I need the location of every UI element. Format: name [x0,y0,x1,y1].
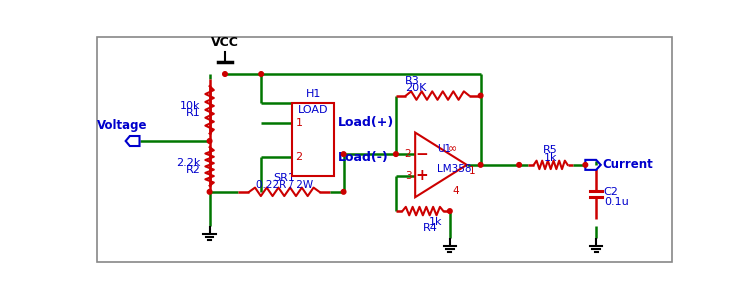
Circle shape [207,139,212,143]
Text: 1: 1 [296,118,302,128]
Circle shape [517,163,521,167]
Circle shape [394,152,398,156]
Text: R3: R3 [405,75,420,86]
Text: 2: 2 [296,152,302,162]
Circle shape [341,152,346,156]
Text: 1k: 1k [544,152,557,163]
Text: VCC: VCC [211,36,239,49]
Text: Load(+): Load(+) [338,116,394,129]
Text: R2: R2 [185,165,200,175]
Text: C2: C2 [604,187,619,197]
Bar [292,102,334,176]
Text: U1: U1 [436,144,451,155]
Circle shape [207,189,212,194]
Text: SR1: SR1 [273,173,296,183]
Circle shape [223,72,227,76]
Text: 3: 3 [405,171,411,181]
Text: R1: R1 [185,108,200,118]
Circle shape [478,163,483,167]
Text: 0.22R / 2W: 0.22R / 2W [256,180,313,190]
Text: +: + [416,168,428,183]
Text: 2.2k: 2.2k [176,157,200,168]
Text: 1: 1 [469,166,476,176]
Text: LM358: LM358 [436,164,471,174]
Circle shape [478,93,483,98]
Text: 0.1u: 0.1u [604,197,628,207]
Circle shape [341,189,346,194]
Text: Current: Current [602,157,653,170]
Text: 4: 4 [452,186,459,196]
Circle shape [583,163,588,167]
Text: LOAD: LOAD [298,105,328,115]
Text: 1k: 1k [429,217,442,227]
Text: 2: 2 [405,149,411,159]
Text: R5: R5 [543,145,558,155]
Text: ∞: ∞ [448,144,457,155]
Text: 10k: 10k [180,101,200,111]
Polygon shape [416,133,466,197]
Text: R4: R4 [423,223,438,233]
Text: Voltage: Voltage [98,119,148,132]
Circle shape [259,72,263,76]
Text: H1: H1 [305,89,321,99]
Text: Load(-): Load(-) [338,151,389,164]
Text: −: − [416,147,428,162]
Circle shape [448,209,452,213]
Text: 20K: 20K [405,83,427,93]
